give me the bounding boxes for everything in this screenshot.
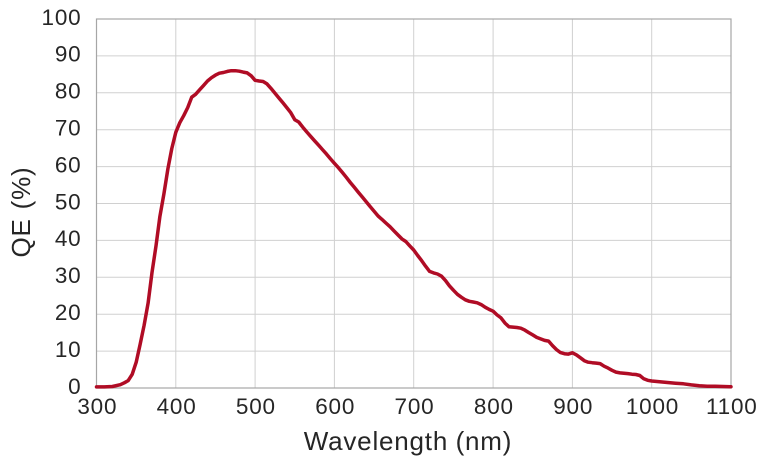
svg-text:10: 10 xyxy=(55,337,82,362)
svg-text:100: 100 xyxy=(42,5,82,30)
svg-text:700: 700 xyxy=(395,394,435,419)
svg-text:QE(%): QE(%) xyxy=(6,166,36,257)
svg-text:1100: 1100 xyxy=(706,394,758,419)
svg-text:500: 500 xyxy=(236,394,276,419)
svg-text:400: 400 xyxy=(157,394,197,419)
svg-text:90: 90 xyxy=(55,42,82,67)
svg-text:30: 30 xyxy=(55,263,82,288)
svg-text:900: 900 xyxy=(553,394,593,419)
svg-text:20: 20 xyxy=(55,300,82,325)
svg-text:Wavelength(nm): Wavelength (nm) xyxy=(304,426,512,456)
svg-text:0: 0 xyxy=(68,374,81,399)
svg-text:800: 800 xyxy=(474,394,514,419)
svg-text:50: 50 xyxy=(55,189,82,214)
svg-text:40: 40 xyxy=(55,226,82,251)
svg-text:300: 300 xyxy=(77,394,117,419)
svg-text:1000: 1000 xyxy=(626,394,679,419)
svg-text:60: 60 xyxy=(55,152,82,177)
svg-text:70: 70 xyxy=(55,116,82,141)
svg-text:80: 80 xyxy=(55,79,82,104)
svg-text:600: 600 xyxy=(315,394,355,419)
